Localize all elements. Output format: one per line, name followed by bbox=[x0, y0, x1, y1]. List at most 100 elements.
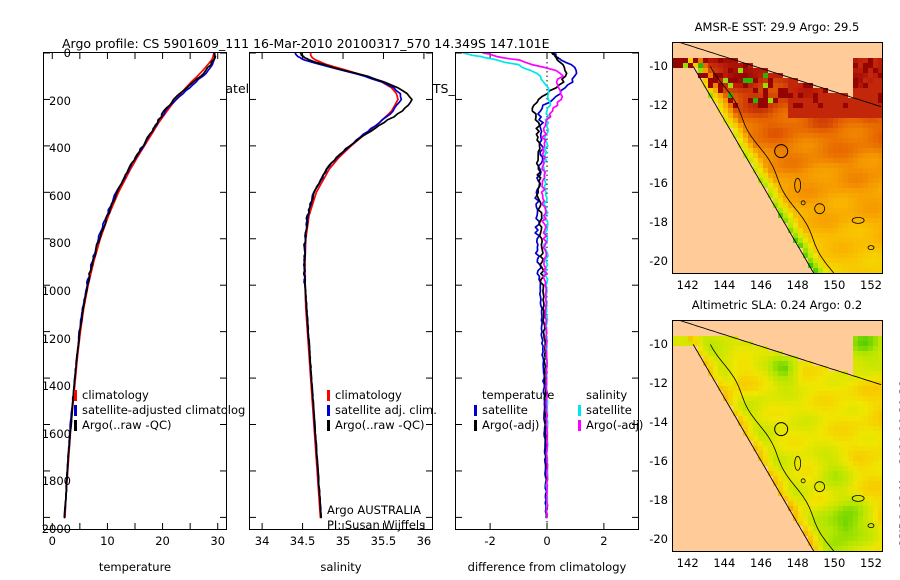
legend-color-swatch bbox=[74, 390, 77, 401]
map-x-tick-label: 142 bbox=[676, 556, 699, 570]
map-y-tick-label: -10 bbox=[649, 59, 668, 74]
series-2 bbox=[531, 53, 568, 519]
legend-label: satellite bbox=[586, 403, 632, 417]
map-y-tick-label: -20 bbox=[649, 254, 668, 269]
x-tick-label: 34 bbox=[254, 534, 270, 548]
legend-spacer-icon bbox=[474, 390, 477, 401]
legend-item: Argo(-adj) bbox=[474, 418, 554, 433]
map-x-tick-label: 146 bbox=[750, 556, 772, 570]
map-x-tick-label: 144 bbox=[713, 556, 736, 570]
temperature-profile-plot bbox=[44, 53, 226, 529]
x-tick-label: -2 bbox=[484, 534, 496, 548]
x-tick-label: 30 bbox=[210, 534, 226, 548]
legend-label: Argo(..raw -QC) bbox=[82, 418, 172, 432]
difference-profile-panel[interactable] bbox=[455, 52, 639, 530]
legend-color-swatch bbox=[474, 405, 477, 416]
legend-label: Argo(-adj) bbox=[482, 418, 540, 432]
legend-item: satellite bbox=[474, 403, 554, 418]
amsr-e-sst-map[interactable] bbox=[672, 42, 883, 274]
legend-color-swatch bbox=[327, 420, 330, 431]
series-4 bbox=[482, 53, 565, 519]
y-tick-label: 200 bbox=[49, 93, 71, 108]
legend-label: climatology bbox=[335, 388, 402, 402]
legend-label: satellite-adjusted climatolog bbox=[82, 403, 246, 417]
legend-item: satellite adj. clim. bbox=[327, 403, 437, 418]
legend-label: temperature bbox=[482, 388, 555, 402]
legend-item: Argo(..raw -QC) bbox=[327, 418, 437, 433]
legend-color-swatch bbox=[74, 405, 77, 416]
series-2 bbox=[294, 53, 403, 519]
difference-legend-salinity: salinity satellite Argo(-adj) bbox=[578, 388, 643, 433]
credit-pi: PI: Susan Wijffels bbox=[327, 518, 426, 532]
map-y-tick-label: -10 bbox=[649, 337, 668, 352]
y-tick-label: 2000 bbox=[41, 522, 71, 536]
map-y-tick-label: -12 bbox=[649, 98, 668, 113]
salinity-x-axis-label: salinity bbox=[320, 560, 362, 574]
map-y-tick-label: -14 bbox=[649, 415, 668, 430]
x-tick-label: 36 bbox=[416, 534, 432, 548]
legend-item: satellite-adjusted climatolog bbox=[74, 403, 245, 418]
salinity-profile-panel[interactable] bbox=[249, 52, 433, 530]
y-tick-label: 0 bbox=[63, 46, 71, 60]
map-x-tick-label: 142 bbox=[676, 278, 699, 292]
title-line-1: Argo profile: CS 5901609_111 16-Mar-2010… bbox=[62, 36, 550, 51]
legend-item: Argo(-adj) bbox=[578, 418, 643, 433]
legend-color-swatch bbox=[578, 405, 581, 416]
sst-map-raster bbox=[673, 43, 882, 273]
sst-map-title: AMSR-E SST: 29.9 Argo: 29.5 bbox=[694, 20, 860, 34]
legend-color-swatch bbox=[74, 420, 77, 431]
legend-item: climatology bbox=[74, 388, 245, 403]
y-tick-label: 600 bbox=[49, 188, 71, 203]
y-tick-label: 800 bbox=[49, 236, 71, 251]
x-tick-label: 0 bbox=[48, 534, 56, 548]
argo-australia-credit: Argo AUSTRALIA PI: Susan Wijffels bbox=[327, 503, 425, 533]
legend-color-swatch bbox=[327, 390, 330, 401]
x-tick-label: 35.5 bbox=[370, 534, 397, 548]
salinity-legend: climatology satellite adj. clim. Argo(..ra… bbox=[327, 388, 437, 433]
legend-item: salinity bbox=[578, 388, 643, 403]
map-x-tick-label: 144 bbox=[713, 278, 736, 292]
map-y-tick-label: -16 bbox=[649, 454, 668, 469]
difference-legend-temperature: temperature satellite Argo(-adj) bbox=[474, 388, 554, 433]
legend-label: salinity bbox=[586, 388, 628, 402]
series-3 bbox=[299, 53, 413, 519]
map-y-tick-label: -12 bbox=[649, 376, 668, 391]
salinity-profile-plot bbox=[250, 53, 432, 529]
series-1 bbox=[534, 53, 578, 519]
y-tick-label: 1400 bbox=[41, 379, 71, 394]
legend-color-swatch bbox=[327, 405, 330, 416]
map-x-tick-label: 148 bbox=[786, 278, 809, 292]
y-tick-label: 1600 bbox=[41, 426, 71, 441]
temperature-x-axis-label: temperature bbox=[98, 560, 172, 574]
sla-map-title: Altimetric SLA: 0.24 Argo: 0.2 bbox=[691, 298, 863, 312]
x-tick-label: 2 bbox=[600, 534, 608, 548]
y-tick-label: 400 bbox=[49, 141, 71, 156]
map-x-tick-label: 152 bbox=[860, 556, 882, 570]
legend-item: satellite bbox=[578, 403, 643, 418]
x-tick-label: 20 bbox=[155, 534, 170, 548]
altimetric-sla-map[interactable] bbox=[672, 320, 883, 552]
y-tick-label: 1800 bbox=[41, 474, 71, 489]
legend-color-swatch bbox=[578, 420, 581, 431]
map-y-tick-label: -20 bbox=[649, 532, 668, 547]
temperature-profile-panel[interactable] bbox=[43, 52, 227, 530]
legend-color-swatch bbox=[474, 420, 477, 431]
x-tick-label: 34.5 bbox=[289, 534, 316, 548]
legend-label: satellite bbox=[482, 403, 528, 417]
legend-item: climatology bbox=[327, 388, 437, 403]
profile-location-marker bbox=[774, 144, 789, 159]
legend-label: satellite adj. clim. bbox=[335, 403, 437, 417]
temperature-legend: climatology satellite-adjusted climatolog… bbox=[74, 388, 245, 433]
sla-map-raster bbox=[673, 321, 882, 551]
map-y-tick-label: -18 bbox=[649, 493, 668, 508]
credit-org: Argo AUSTRALIA bbox=[327, 503, 422, 517]
map-x-tick-label: 146 bbox=[750, 278, 772, 292]
x-tick-label: 10 bbox=[100, 534, 115, 548]
legend-item: temperature bbox=[474, 388, 554, 403]
map-y-tick-label: -14 bbox=[649, 137, 668, 152]
legend-item: Argo(..raw -QC) bbox=[74, 418, 245, 433]
map-y-tick-label: -18 bbox=[649, 215, 668, 230]
x-tick-label: 0 bbox=[543, 534, 551, 548]
difference-profile-plot bbox=[456, 53, 638, 529]
legend-label: Argo(..raw -QC) bbox=[335, 418, 425, 432]
